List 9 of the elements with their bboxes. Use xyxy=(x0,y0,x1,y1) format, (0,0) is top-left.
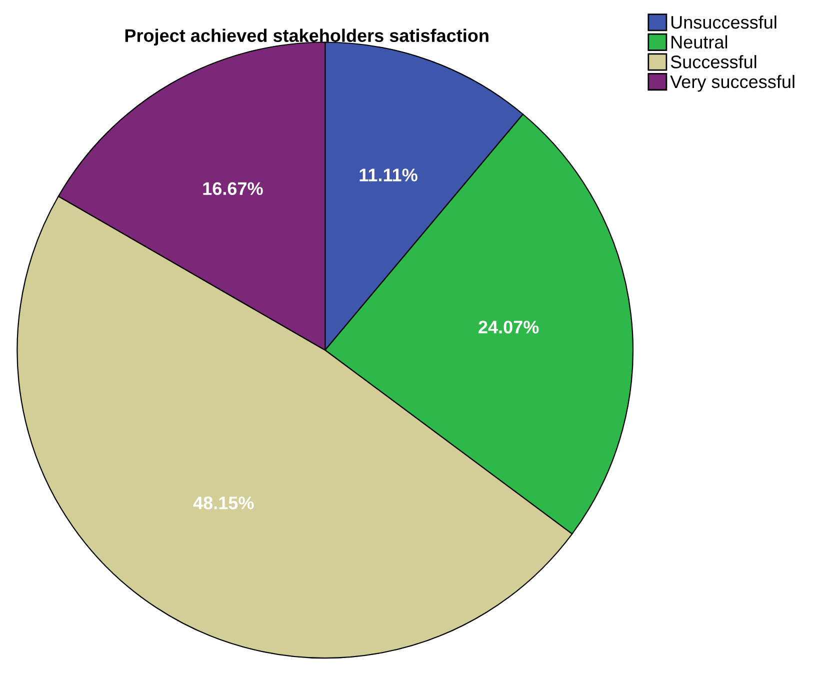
data-label: 11.11% xyxy=(360,168,418,182)
legend-label: Neutral xyxy=(672,35,728,49)
text: Project achieved stakeholders satisfaction xyxy=(125,28,488,46)
data-label: 16.67% xyxy=(203,182,263,195)
legend-label: Unsuccessful xyxy=(671,15,776,29)
legend-label: Successful xyxy=(670,55,756,68)
data-label: 24.07% xyxy=(478,320,539,334)
data-label: 48.15% xyxy=(193,496,254,510)
legend-label: Very successful xyxy=(670,74,794,92)
